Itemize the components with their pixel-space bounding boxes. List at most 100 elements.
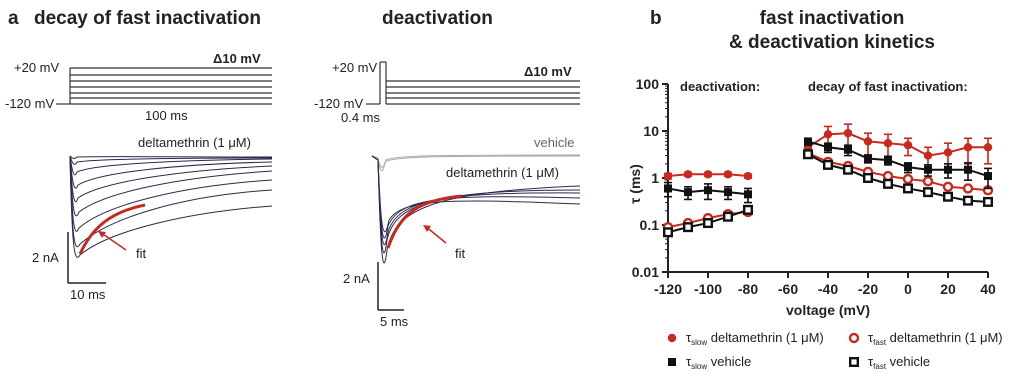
data-point (944, 165, 952, 174)
deactivation-protocol-bottom: -120 mV (314, 96, 363, 111)
y-tick-label: 100 (636, 76, 660, 92)
data-point (823, 159, 834, 170)
panel-a-inactivation: a decay of fast inactivation +20 mV -120… (5, 8, 273, 302)
inactivation-duration-label: 100 ms (145, 108, 188, 123)
data-point (844, 145, 852, 154)
data-point (964, 165, 972, 174)
deactivation-scale-time: 5 ms (380, 314, 409, 329)
y-tick-label: 0.1 (640, 217, 660, 233)
x-axis-title: voltage (mV) (786, 302, 870, 318)
data-point (943, 191, 954, 202)
deactivation-duration-label: 0.4 ms (341, 110, 381, 125)
data-point (924, 165, 932, 174)
data-point (723, 211, 734, 222)
series-line (807, 132, 988, 157)
data-point (663, 171, 673, 181)
data-point (864, 154, 872, 163)
y-axis-title: τ (ms) (627, 164, 643, 204)
deactivation-fit-arrowhead (423, 225, 431, 232)
data-point (883, 139, 893, 148)
data-point (683, 222, 694, 233)
data-point (843, 164, 854, 175)
deactivation-protocol (366, 61, 580, 105)
inactivation-traces (69, 155, 273, 258)
inactivation-scale-bar (67, 232, 106, 284)
data-point (943, 148, 953, 157)
y-tick-label: 0.01 (632, 264, 659, 280)
data-point (744, 190, 752, 199)
series-line (807, 140, 989, 178)
data-point (922, 176, 934, 187)
deactivation-drug-label: deltamethrin (1 μM) (446, 165, 559, 180)
inactivation-protocol-top: +20 mV (14, 60, 59, 75)
x-tick-label: -80 (738, 281, 758, 297)
inactivation-fit-label: fit (136, 246, 147, 261)
inactivation-step-label: Δ10 mV (213, 51, 261, 66)
data-point (884, 156, 892, 165)
inactivation-fit-arrowhead (98, 231, 106, 238)
deactivation-fit-curve (386, 194, 463, 249)
data-point (903, 140, 913, 150)
inactivation-title: decay of fast inactivation (34, 8, 261, 29)
data-point (923, 187, 934, 198)
deactivation-title: deactivation (382, 8, 493, 29)
data-point (803, 149, 814, 160)
inactivation-scale-time: 10 ms (70, 287, 106, 302)
x-tick-label: -100 (694, 281, 722, 297)
data-point (904, 163, 912, 172)
data-point (663, 227, 674, 238)
x-tick-label: -60 (778, 281, 798, 297)
series-line (807, 153, 989, 203)
inactivation-section-label: decay of fast inactivation: (808, 79, 968, 94)
y-tick-label: 1 (651, 170, 659, 186)
data-point (983, 196, 994, 207)
data-point (843, 128, 853, 138)
data-point (703, 218, 714, 229)
y-tick-label: 10 (643, 123, 659, 139)
deactivation-scale-bar (377, 262, 404, 311)
x-tick-label: -120 (654, 281, 682, 297)
data-point (824, 143, 832, 152)
chart-marks (662, 123, 994, 238)
data-point (882, 170, 894, 182)
legend-marker (849, 357, 860, 368)
data-point (664, 184, 672, 193)
data-point (902, 173, 914, 185)
deactivation-scale-current: 2 nA (343, 271, 370, 286)
data-point (983, 143, 993, 152)
data-point (942, 181, 954, 192)
data-point (883, 178, 894, 189)
data-point (863, 137, 873, 146)
panel-b-letter: b (650, 8, 662, 29)
x-tick-label: 0 (904, 281, 912, 297)
data-point (923, 151, 933, 160)
data-point (723, 170, 733, 179)
series-line (807, 152, 989, 192)
chart-legend: τslow deltamethrin (1 μM) τfast deltameth… (667, 330, 1003, 371)
legend-marker (667, 333, 677, 343)
panel-a-deactivation: deactivation +20 mV -120 mV Δ10 mV 0.4 m… (314, 8, 581, 329)
data-point (863, 172, 874, 183)
series--fast-vehicle (663, 149, 994, 238)
inactivation-protocol (56, 67, 272, 105)
inactivation-fit-arrow (99, 231, 127, 251)
data-point (743, 171, 753, 181)
data-point (903, 183, 914, 194)
data-point (743, 204, 754, 215)
inactivation-fit-curve (78, 203, 146, 255)
data-point (823, 130, 833, 139)
data-point (683, 170, 693, 179)
inactivation-scale-current: 2 nA (32, 250, 59, 265)
data-point (804, 137, 812, 146)
data-point (704, 186, 712, 195)
data-point (724, 188, 732, 197)
data-point (684, 188, 692, 197)
inactivation-protocol-bottom: -120 mV (5, 96, 54, 111)
deactivation-drug-traces (371, 155, 581, 264)
panel-b: b fast inactivation & deactivation kinet… (627, 8, 1003, 371)
legend-marker (668, 358, 676, 366)
x-tick-label: 40 (980, 281, 996, 297)
deactivation-protocol-top: +20 mV (332, 60, 377, 75)
data-point (963, 195, 974, 206)
